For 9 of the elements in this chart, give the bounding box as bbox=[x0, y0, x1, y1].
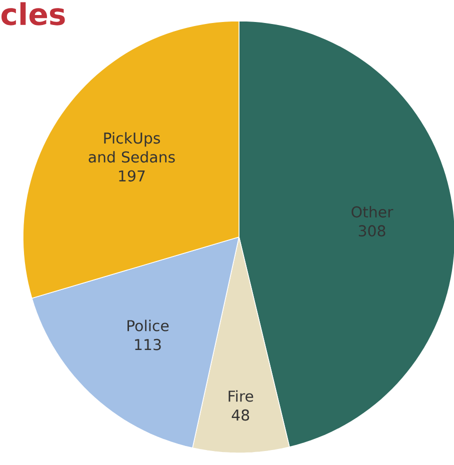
chart-title: cles bbox=[1, 2, 65, 26]
data-label: 197 bbox=[119, 170, 145, 182]
data-label: 308 bbox=[358, 225, 386, 236]
data-label: 113 bbox=[135, 338, 161, 350]
slice-label: PickUps and Sedans bbox=[88, 132, 175, 163]
data-label: 48 bbox=[232, 409, 250, 421]
slice-label: Fire bbox=[228, 390, 254, 402]
slice-label: Other bbox=[352, 206, 394, 218]
slice-label: Police bbox=[128, 320, 169, 332]
